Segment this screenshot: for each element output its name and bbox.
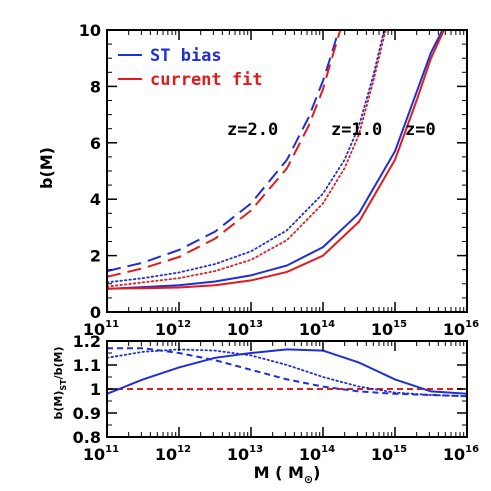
- bias-tick-labels: 1011 1012 1013 1014 1015 1016 0 2 4 6 8 10: [79, 21, 479, 339]
- ratio-x-tick-label: 1016: [443, 444, 479, 464]
- bias-tick-group: [106, 29, 468, 313]
- bias-y-tick-label: 10: [79, 21, 101, 40]
- ratio-x-tick-label: 1014: [299, 444, 335, 464]
- legend-label-st-bias: ST bias: [150, 46, 222, 66]
- ratio-y-axis-title: b(M)ST/b(M): [52, 347, 68, 420]
- bias-series-group: [107, 30, 445, 290]
- ratio-x-tick-label: 1013: [227, 444, 263, 464]
- ratio-y-tick-label: 1.1: [73, 356, 101, 375]
- ratio-y-tick-label: 0.9: [73, 404, 101, 423]
- bias-x-tick-label: 1012: [155, 319, 191, 339]
- bias-series-line-5: [107, 30, 445, 290]
- ratio-x-tick-label: 1015: [371, 444, 407, 464]
- annotation-z2: z=2.0: [227, 120, 278, 140]
- ratio-tick-labels: 1011 1012 1013 1014 1015 1016 0.8 0.9 1 1.1 1.2: [73, 332, 479, 464]
- bias-series-line-3: [107, 30, 387, 288]
- bias-series-line-1: [107, 30, 342, 278]
- bias-x-tick-label: 1016: [443, 319, 479, 339]
- bias-x-tick-label: 1015: [371, 319, 407, 339]
- ratio-y-tick-label: 1.2: [73, 332, 101, 351]
- bias-y-tick-label: 6: [90, 134, 101, 153]
- annotation-z1: z=1.0: [331, 120, 382, 140]
- bias-series-line-4: [107, 30, 444, 290]
- bias-y-tick-label: 0: [90, 303, 101, 322]
- ratio-x-tick-label: 1012: [155, 444, 191, 464]
- x-axis-title: M ( M⊙): [254, 463, 321, 486]
- bias-y-tick-label: 8: [90, 77, 101, 96]
- ratio-panel: 1011 1012 1013 1014 1015 1016 0.8 0.9 1 1.1 1.2 b(…: [52, 332, 479, 486]
- bias-x-tick-label: 1011: [83, 319, 119, 339]
- bias-series-line-0: [107, 30, 340, 273]
- ratio-y-tick-label: 0.8: [73, 428, 101, 447]
- bias-panel: 1011 1012 1013 1014 1015 1016 0 2 4 6 8 10 ST bias …: [37, 21, 479, 339]
- legend-label-current-fit: current fit: [150, 70, 263, 90]
- ratio-tick-group: [106, 340, 468, 438]
- bias-x-tick-label: 1014: [299, 319, 335, 339]
- bias-y-axis-title: b(M): [37, 147, 56, 189]
- ratio-series-line-1: [107, 348, 467, 395]
- ratio-series-line-3: [107, 347, 467, 398]
- legend: ST bias current fit: [118, 46, 263, 90]
- ratio-y-tick-label: 1: [90, 380, 101, 399]
- bias-y-tick-label: 2: [90, 247, 101, 266]
- bias-series-line-2: [107, 30, 386, 284]
- annotation-z0: z=0: [405, 120, 436, 140]
- bias-x-tick-label: 1013: [227, 319, 263, 339]
- bias-y-tick-label: 4: [90, 190, 101, 209]
- ratio-series-group: [107, 347, 467, 398]
- ratio-x-tick-label: 1011: [83, 444, 119, 464]
